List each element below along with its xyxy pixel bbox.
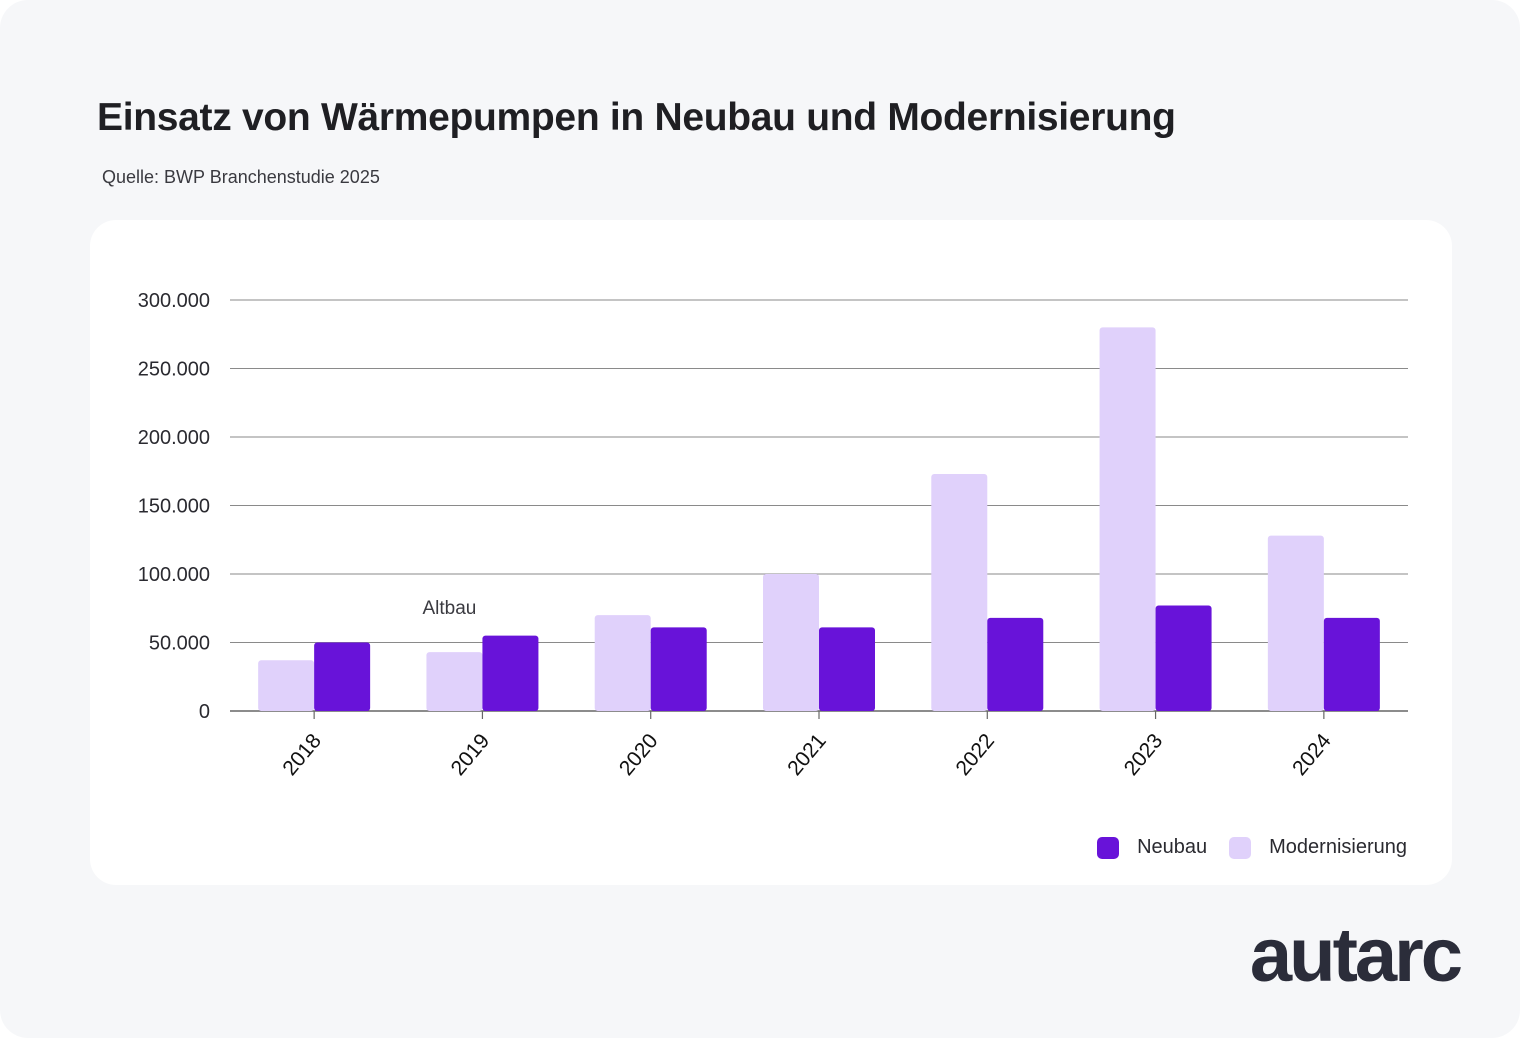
bar-modernisierung <box>594 615 651 711</box>
y-tick-label: 200.000 <box>138 427 210 449</box>
x-tick-label: 2022 <box>951 729 999 780</box>
legend-swatch-neubau <box>1097 836 1120 859</box>
source-note: Quelle: BWP Branchenstudie 2025 <box>102 167 380 187</box>
x-tick-label: 2018 <box>278 729 326 780</box>
bar-neubau <box>314 642 371 711</box>
legend-entry-modernisierung[interactable]: Modernisierung <box>1229 836 1407 859</box>
bar-neubau <box>1155 605 1212 711</box>
autarc-logo: autarc <box>1249 913 1463 998</box>
bar-neubau <box>1323 617 1380 711</box>
bar-neubau <box>987 617 1044 711</box>
bar-modernisierung <box>1099 327 1156 711</box>
bar-neubau <box>819 627 875 711</box>
x-tick-label: 2023 <box>1120 729 1168 780</box>
legend-swatch-modernisierung <box>1229 836 1252 859</box>
chart-title: Einsatz von Wärmepumpen in Neubau und Mo… <box>97 96 1176 139</box>
bar-modernisierung <box>426 652 483 711</box>
chart-card: 0 50.000 100.000 150.000 200.000 250.000 300.0… <box>90 220 1452 885</box>
x-tick-label: 2021 <box>783 729 831 780</box>
bar-chart: 0 50.000 100.000 150.000 200.000 250.000 300.0… <box>138 290 1408 780</box>
x-tick-label: 2019 <box>447 729 495 780</box>
bar-neubau <box>482 635 539 711</box>
x-tick-label: 2020 <box>615 729 663 780</box>
y-tick-label: 50.000 <box>149 633 210 655</box>
legend-label-neubau: Neubau <box>1137 836 1208 858</box>
annotation-label: Altbau <box>422 598 476 619</box>
y-tick-label: 150.000 <box>138 496 210 518</box>
bar-modernisierung <box>763 574 819 711</box>
y-tick-label: 100.000 <box>138 564 210 586</box>
bar-modernisierung <box>258 660 315 711</box>
legend: Neubau Modernisierung <box>1097 836 1407 859</box>
bar-modernisierung <box>931 473 988 711</box>
x-tick-label: 2024 <box>1288 729 1336 780</box>
bar-modernisierung <box>1267 535 1324 711</box>
y-tick-label: 250.000 <box>138 359 210 381</box>
y-tick-label: 0 <box>199 701 210 723</box>
legend-entry-neubau[interactable]: Neubau <box>1097 836 1207 859</box>
bar-neubau <box>650 627 707 711</box>
y-tick-label: 300.000 <box>138 290 210 312</box>
legend-label-modernisierung: Modernisierung <box>1269 836 1407 858</box>
